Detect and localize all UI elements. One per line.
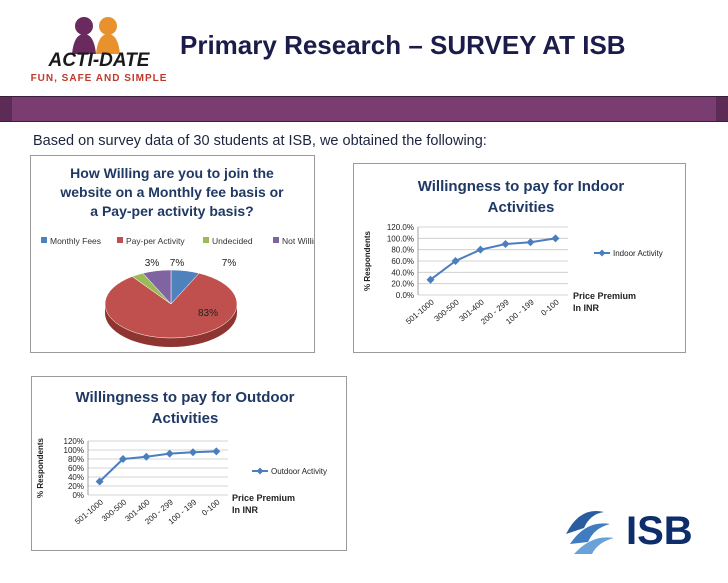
y-tick-label: 120% <box>64 437 84 446</box>
page-title: Primary Research – SURVEY AT ISB <box>180 30 626 60</box>
pie-title-line: website on a Monthly fee basis or <box>59 184 284 200</box>
data-point <box>142 452 151 461</box>
data-point <box>551 234 560 243</box>
y-tick-label: 80% <box>68 455 84 464</box>
header-band <box>0 96 728 122</box>
data-point <box>426 275 435 284</box>
x-tick-label: 300-500 <box>100 497 129 523</box>
y-tick-label: 100.0% <box>387 234 414 243</box>
pie-legend-label: Undecided <box>212 236 253 246</box>
pie-legend-swatch <box>41 237 47 243</box>
logo-tagline: FUN, SAFE AND SIMPLE <box>31 73 168 84</box>
series-line <box>429 237 556 281</box>
x-axis-label: In INR <box>232 505 258 515</box>
x-axis-label: Price Premium <box>573 291 636 301</box>
y-tick-label: 60% <box>68 464 84 473</box>
line-chart-title: Willingness to pay for Indoor <box>418 178 625 195</box>
x-tick-label: 501-1000 <box>73 497 105 526</box>
data-point <box>451 257 460 265</box>
data-point <box>165 449 174 458</box>
x-tick-label: 0-100 <box>200 497 222 517</box>
x-axis-label: In INR <box>573 303 599 313</box>
acti-date-logo: ACTI-DATE FUN, SAFE AND SIMPLE <box>31 17 168 84</box>
data-point <box>189 448 197 457</box>
y-tick-label: 0% <box>72 491 84 500</box>
pie-data-label: 7% <box>170 258 185 269</box>
y-tick-label: 0.0% <box>396 291 414 300</box>
intro-text: Based on survey data of 30 students at I… <box>33 133 487 149</box>
outdoor-chart-panel: Willingness to pay for Outdoor Activities… <box>31 376 347 551</box>
pie-data-label: 3% <box>145 258 160 269</box>
x-tick-label: 100 - 199 <box>504 297 536 326</box>
legend-marker <box>256 467 264 475</box>
pie-chart: How Willing are you to join the website o… <box>41 165 323 347</box>
data-point <box>212 447 221 456</box>
data-point <box>476 245 485 254</box>
line-chart-title: Activities <box>152 410 219 427</box>
band-right-accent <box>716 97 728 121</box>
pie-legend-swatch <box>273 237 279 243</box>
pie-slice <box>104 272 238 339</box>
series-line <box>98 450 217 483</box>
pie-legend-label: Not Willing <box>282 236 314 246</box>
band-left-accent <box>0 97 12 121</box>
legend-label: Outdoor Activity <box>271 467 327 476</box>
data-point <box>501 240 510 248</box>
pie-legend-swatch <box>117 237 123 243</box>
pie-title-line: a Pay-per activity basis? <box>90 203 253 219</box>
pie-data-label: 7% <box>222 258 237 269</box>
pie-legend-label: Pay-per Activity <box>126 236 185 246</box>
y-tick-label: 100% <box>64 446 84 455</box>
pie-legend-label: Monthly Fees <box>50 236 101 246</box>
legend-marker <box>598 249 606 257</box>
logo-name: ACTI-DATE <box>48 50 151 71</box>
y-tick-label: 80.0% <box>391 246 414 255</box>
pie-title-line: How Willing are you to join the <box>70 165 274 181</box>
x-tick-label: 0-100 <box>539 297 561 317</box>
pie-legend-swatch <box>203 237 209 243</box>
y-tick-label: 20% <box>68 482 84 491</box>
y-axis-label: % Respondents <box>36 437 45 498</box>
data-point <box>119 455 127 463</box>
x-tick-label: 501-1000 <box>404 297 436 326</box>
y-tick-label: 20.0% <box>391 280 414 289</box>
line-chart-title: Willingness to pay for Outdoor <box>75 389 294 406</box>
outdoor-line-chart: Willingness to pay for Outdoor Activities… <box>36 389 327 526</box>
data-point <box>95 477 104 486</box>
y-axis-label: % Respondents <box>363 230 372 291</box>
y-tick-label: 40% <box>68 473 84 482</box>
isb-logo: ISB <box>566 509 693 554</box>
y-tick-label: 120.0% <box>387 223 414 232</box>
y-tick-label: 60.0% <box>391 257 414 266</box>
indoor-line-chart: Willingness to pay for Indoor Activities%… <box>363 178 663 326</box>
x-axis-label: Price Premium <box>232 493 295 503</box>
indoor-chart-panel: Willingness to pay for Indoor Activities%… <box>353 163 686 353</box>
x-tick-label: 300-500 <box>433 297 462 323</box>
pie-chart-panel: How Willing are you to join the website o… <box>30 155 323 353</box>
pie-data-label: 83% <box>198 308 218 319</box>
legend-label: Indoor Activity <box>613 249 663 258</box>
pie-slice <box>142 269 172 305</box>
isb-logo-text: ISB <box>626 509 693 553</box>
data-point <box>526 238 535 247</box>
line-chart-title: Activities <box>488 199 555 216</box>
y-tick-label: 40.0% <box>391 268 414 277</box>
